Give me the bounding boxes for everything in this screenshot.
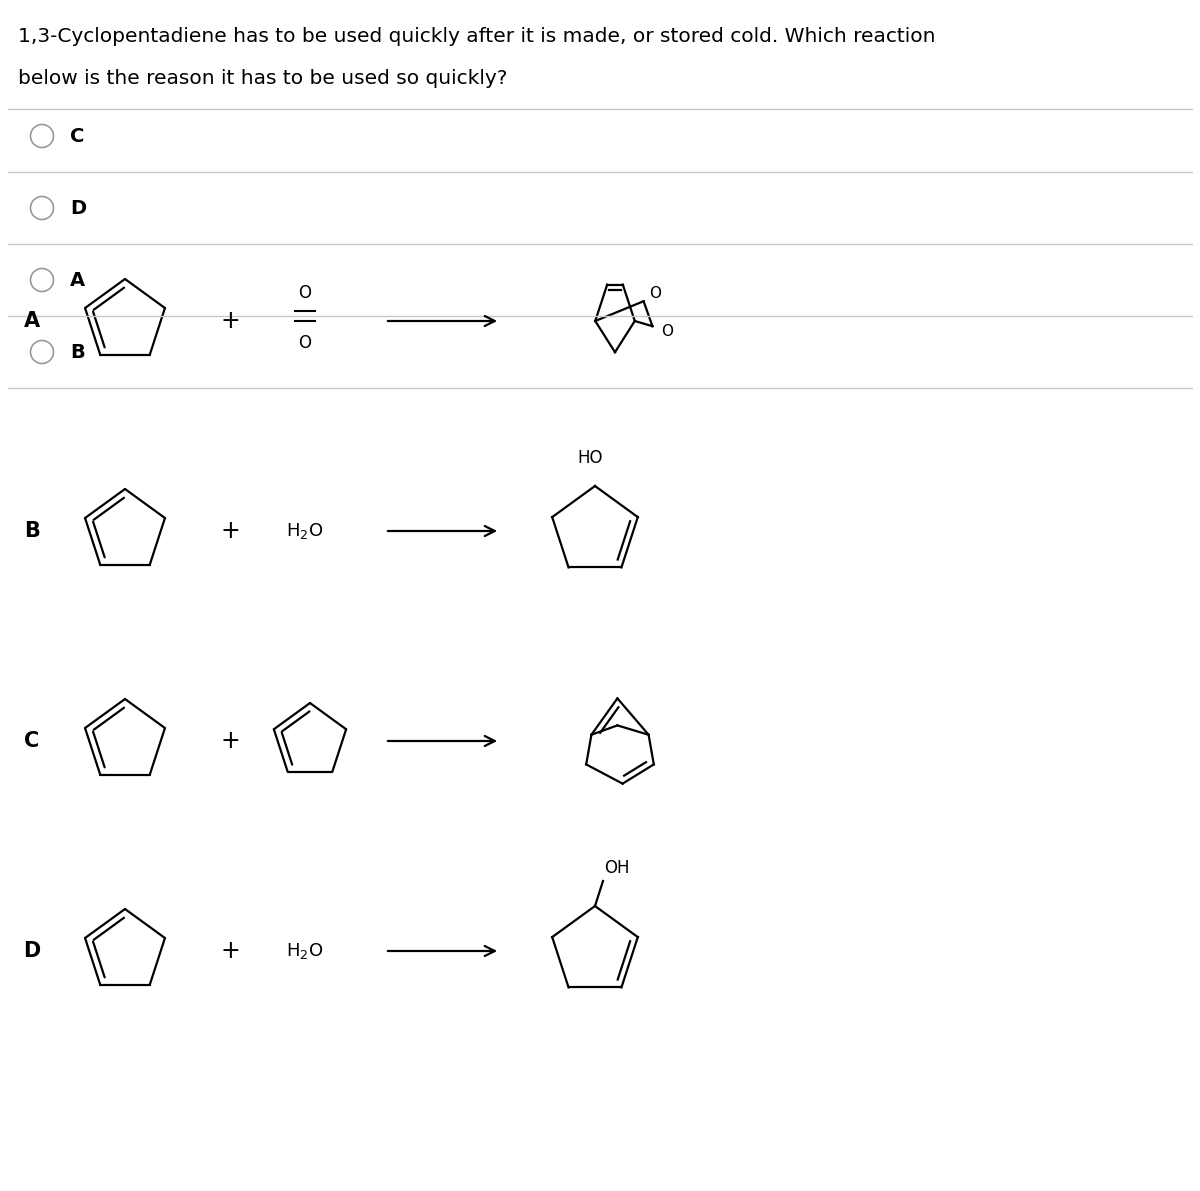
Text: +: + (220, 939, 240, 964)
Text: H$_2$O: H$_2$O (287, 941, 324, 961)
Text: D: D (70, 199, 86, 218)
Text: +: + (220, 519, 240, 543)
Text: D: D (23, 941, 41, 961)
Text: B: B (24, 520, 40, 541)
Text: C: C (70, 126, 84, 145)
Text: O: O (661, 324, 673, 338)
Text: H$_2$O: H$_2$O (287, 520, 324, 541)
Text: 1,3-Cyclopentadiene has to be used quickly after it is made, or stored cold. Whi: 1,3-Cyclopentadiene has to be used quick… (18, 26, 936, 45)
Text: B: B (70, 343, 85, 362)
Text: HO: HO (577, 449, 602, 467)
Text: below is the reason it has to be used so quickly?: below is the reason it has to be used so… (18, 69, 508, 87)
Text: C: C (24, 731, 40, 752)
Text: O: O (649, 286, 661, 301)
Text: O: O (299, 333, 312, 353)
Text: OH: OH (605, 859, 630, 877)
Text: +: + (220, 308, 240, 333)
Text: A: A (70, 270, 85, 289)
Text: +: + (220, 729, 240, 753)
Text: A: A (24, 311, 40, 331)
Text: O: O (299, 283, 312, 303)
